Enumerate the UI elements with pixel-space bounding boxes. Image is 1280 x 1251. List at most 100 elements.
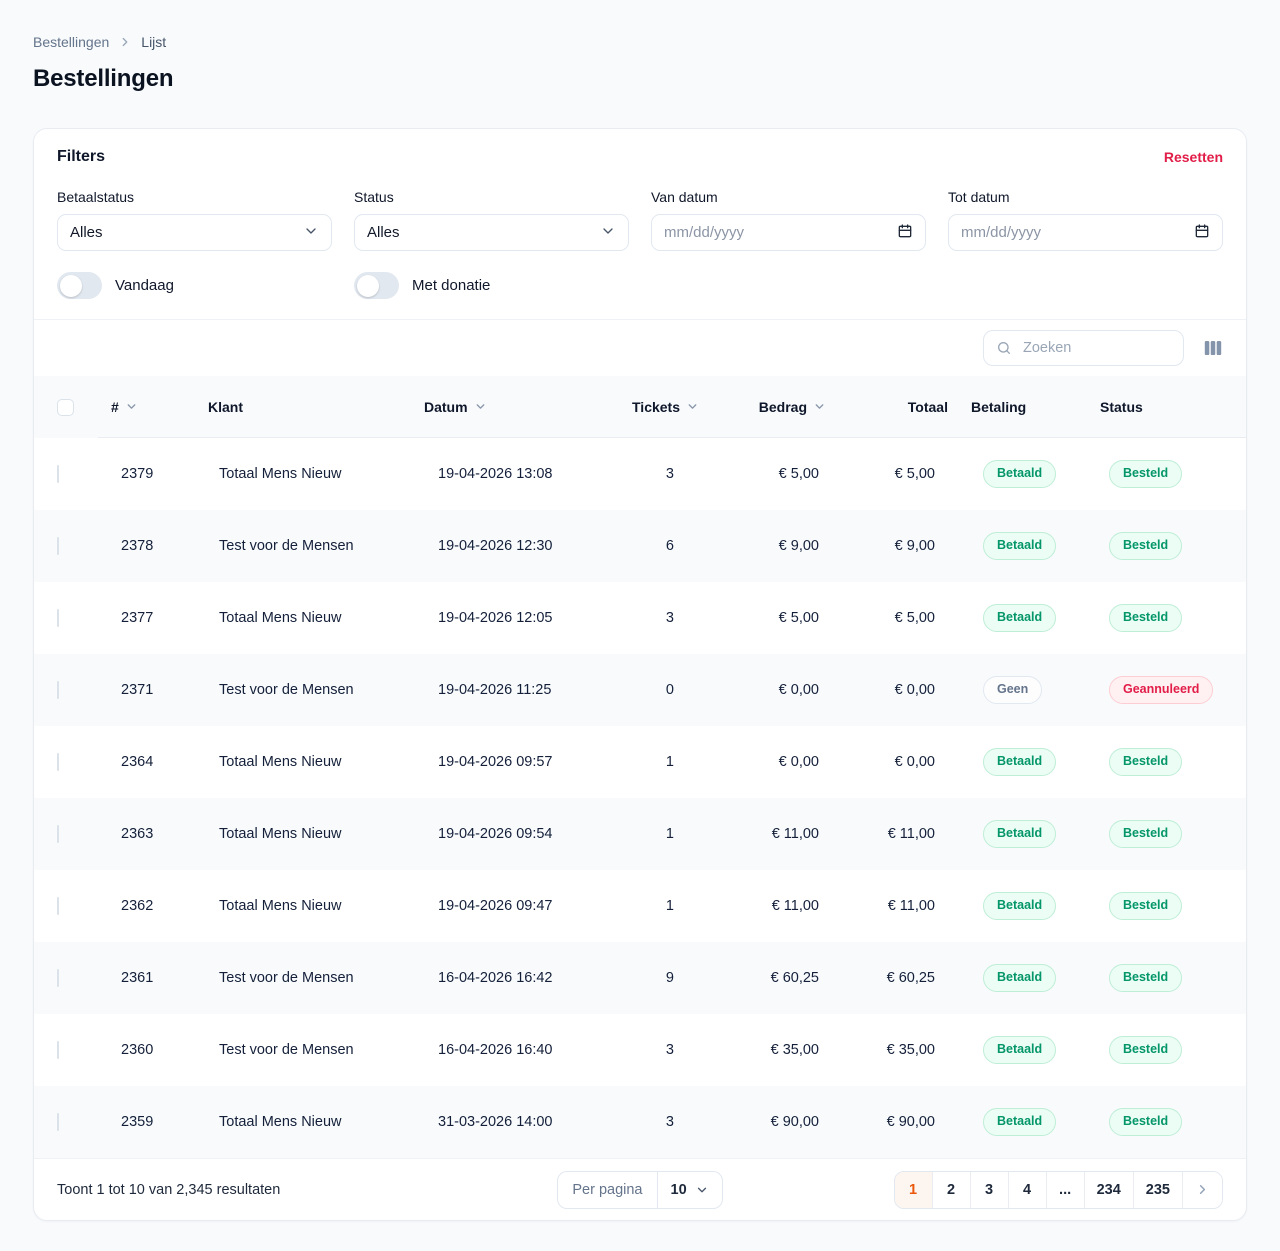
calendar-icon[interactable] — [897, 223, 913, 243]
column-header-bedrag[interactable]: Bedrag — [699, 376, 826, 438]
order-id: 2377 — [121, 610, 154, 626]
row-checkbox[interactable] — [57, 1113, 59, 1131]
breadcrumb-item-bestellingen[interactable]: Bestellingen — [33, 34, 110, 50]
calendar-icon[interactable] — [1194, 223, 1210, 243]
payment-badge: Geen — [983, 676, 1043, 704]
tickets-count: 1 — [665, 898, 674, 914]
table-row[interactable]: 2364 Totaal Mens Nieuw 19-04-2026 09:57 1 € … — [34, 726, 1246, 798]
customer-name: Test voor de Mensen — [219, 538, 354, 554]
amount-value: € 0,00 — [778, 682, 819, 698]
order-id: 2361 — [121, 970, 154, 986]
order-date: 19-04-2026 09:57 — [438, 754, 553, 770]
table-row[interactable]: 2378 Test voor de Mensen 19-04-2026 12:30 6… — [34, 510, 1246, 582]
betaalstatus-select[interactable]: Alles — [57, 214, 332, 251]
columns-icon — [1204, 339, 1222, 357]
customer-name: Totaal Mens Nieuw — [219, 898, 342, 914]
row-checkbox[interactable] — [57, 1041, 59, 1059]
tot-datum-field: Tot datum mm/dd/yyyy — [948, 189, 1223, 251]
status-badge: Besteld — [1109, 748, 1183, 776]
pagination-ellipsis: ... — [1046, 1171, 1085, 1208]
amount-value: € 5,00 — [778, 610, 819, 626]
status-badge: Besteld — [1109, 460, 1183, 488]
customer-name: Totaal Mens Nieuw — [219, 466, 342, 482]
row-checkbox[interactable] — [57, 825, 59, 843]
search-icon — [996, 340, 1012, 356]
payment-badge: Betaald — [983, 748, 1057, 776]
row-checkbox[interactable] — [57, 609, 59, 627]
order-id: 2378 — [121, 538, 154, 554]
vandaag-toggle[interactable] — [57, 272, 102, 299]
table-row[interactable]: 2359 Totaal Mens Nieuw 31-03-2026 14:00 3 € … — [34, 1086, 1246, 1158]
page-button[interactable]: 2 — [932, 1171, 971, 1208]
next-page-button[interactable] — [1183, 1171, 1222, 1208]
amount-value: € 9,00 — [778, 538, 819, 554]
breadcrumb: Bestellingen Lijst — [33, 0, 1247, 50]
columns-visibility-button[interactable] — [1204, 339, 1222, 357]
search-input[interactable] — [1021, 339, 1171, 357]
status-select[interactable]: Alles — [354, 214, 629, 251]
row-checkbox[interactable] — [57, 969, 59, 987]
page-button[interactable]: 1 — [894, 1171, 933, 1208]
order-id: 2364 — [121, 754, 154, 770]
page-button[interactable]: 235 — [1133, 1171, 1183, 1208]
column-header-datum[interactable]: Datum — [410, 376, 630, 438]
column-header-tickets[interactable]: Tickets — [630, 376, 699, 438]
van-datum-label: Van datum — [651, 189, 718, 205]
tickets-count: 0 — [665, 682, 674, 698]
table-row[interactable]: 2379 Totaal Mens Nieuw 19-04-2026 13:08 3 € … — [34, 438, 1246, 510]
row-checkbox[interactable] — [57, 897, 59, 915]
table-row[interactable]: 2361 Test voor de Mensen 16-04-2026 16:42 9… — [34, 942, 1246, 1014]
order-id: 2379 — [121, 466, 154, 482]
table-row[interactable]: 2363 Totaal Mens Nieuw 19-04-2026 09:54 1 € … — [34, 798, 1246, 870]
select-all-checkbox[interactable] — [57, 398, 74, 416]
met-donatie-toggle[interactable] — [354, 272, 399, 299]
tickets-count: 3 — [665, 1114, 674, 1130]
table-row[interactable]: 2362 Totaal Mens Nieuw 19-04-2026 09:47 1 € … — [34, 870, 1246, 942]
total-value: € 5,00 — [894, 610, 935, 626]
tot-datum-label: Tot datum — [948, 189, 1010, 205]
order-date: 16-04-2026 16:40 — [438, 1042, 553, 1058]
per-page-select[interactable]: Per pagina 10 — [557, 1170, 723, 1209]
table-footer: Toont 1 tot 10 van 2,345 resultaten Per … — [34, 1158, 1246, 1220]
order-date: 19-04-2026 09:47 — [438, 898, 553, 914]
tickets-count: 1 — [665, 826, 674, 842]
order-date: 16-04-2026 16:42 — [438, 970, 553, 986]
row-checkbox[interactable] — [57, 537, 59, 555]
chevron-down-icon — [303, 223, 319, 243]
page-button[interactable]: 3 — [970, 1171, 1009, 1208]
met-donatie-toggle-group: Met donatie — [354, 272, 629, 299]
amount-value: € 11,00 — [771, 826, 819, 842]
tickets-count: 1 — [665, 754, 674, 770]
row-checkbox[interactable] — [57, 753, 59, 771]
breadcrumb-item-lijst[interactable]: Lijst — [141, 34, 167, 50]
order-date: 19-04-2026 13:08 — [438, 466, 553, 482]
amount-value: € 35,00 — [770, 1042, 819, 1058]
table-header: # Klant Datum Tickets Bedrag Totaal — [34, 376, 1246, 438]
table-row[interactable]: 2360 Test voor de Mensen 16-04-2026 16:40 3… — [34, 1014, 1246, 1086]
tickets-count: 6 — [665, 538, 674, 554]
status-field: Status Alles — [354, 189, 629, 251]
breadcrumb-chevron-icon — [118, 35, 132, 49]
table-row[interactable]: 2377 Totaal Mens Nieuw 19-04-2026 12:05 3 € … — [34, 582, 1246, 654]
order-date: 19-04-2026 09:54 — [438, 826, 553, 842]
page-title: Bestellingen — [33, 65, 174, 92]
total-value: € 90,00 — [886, 1114, 935, 1130]
table-row[interactable]: 2371 Test voor de Mensen 19-04-2026 11:25 0… — [34, 654, 1246, 726]
total-value: € 60,25 — [886, 970, 935, 986]
row-checkbox[interactable] — [57, 465, 59, 483]
betaalstatus-field: Betaalstatus Alles — [57, 189, 332, 251]
page-button[interactable]: 234 — [1084, 1171, 1134, 1208]
page-button[interactable]: 4 — [1008, 1171, 1047, 1208]
search-box[interactable] — [983, 330, 1184, 366]
total-value: € 11,00 — [887, 898, 935, 914]
tot-datum-placeholder: mm/dd/yyyy — [961, 224, 1042, 241]
column-header-id[interactable]: # — [98, 376, 194, 438]
total-value: € 9,00 — [894, 538, 935, 554]
payment-badge: Betaald — [983, 460, 1057, 488]
van-datum-input[interactable]: mm/dd/yyyy — [651, 214, 926, 251]
row-checkbox[interactable] — [57, 681, 59, 699]
vandaag-toggle-label: Vandaag — [115, 277, 174, 294]
sort-chevron-icon — [813, 400, 826, 413]
tot-datum-input[interactable]: mm/dd/yyyy — [948, 214, 1223, 251]
reset-filters-link[interactable]: Resetten — [1163, 149, 1223, 165]
